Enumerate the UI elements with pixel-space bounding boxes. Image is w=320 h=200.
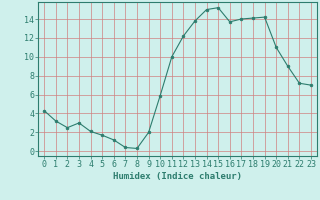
X-axis label: Humidex (Indice chaleur): Humidex (Indice chaleur)	[113, 172, 242, 181]
